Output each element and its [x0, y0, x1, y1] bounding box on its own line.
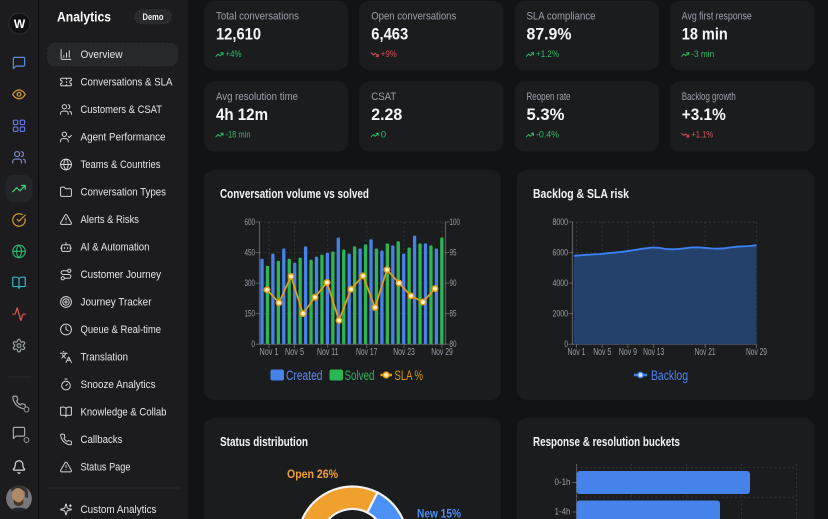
svg-text:4000: 4000 [553, 278, 569, 288]
svg-text:18 min: 18 min [682, 26, 728, 44]
svg-text:450: 450 [245, 248, 256, 258]
svg-text:300: 300 [245, 278, 256, 288]
svg-text:Alerts & Risks: Alerts & Risks [81, 214, 140, 226]
svg-text:Avg resolution time: Avg resolution time [216, 91, 298, 103]
svg-text:4h 12m: 4h 12m [216, 106, 268, 124]
svg-text:+9%: +9% [381, 49, 397, 60]
svg-text:W: W [14, 17, 26, 31]
svg-text:2.28: 2.28 [371, 106, 402, 124]
svg-text:Conversation Types: Conversation Types [81, 187, 167, 199]
svg-text:1-4h: 1-4h [555, 507, 571, 518]
svg-text:CSAT: CSAT [371, 91, 396, 103]
svg-text:Teams & Countries: Teams & Countries [81, 159, 161, 171]
svg-text:Nov 1: Nov 1 [568, 347, 586, 358]
svg-text:0: 0 [564, 339, 568, 349]
svg-text:Nov 5: Nov 5 [593, 347, 611, 358]
svg-text:Queue & Real-time: Queue & Real-time [81, 324, 162, 336]
svg-text:New 15%: New 15% [417, 507, 461, 519]
svg-text:Custom Analytics: Custom Analytics [81, 504, 157, 516]
svg-text:Nov 5: Nov 5 [285, 347, 304, 358]
svg-text:Solved: Solved [345, 368, 375, 383]
svg-text:Journey Tracker: Journey Tracker [81, 297, 152, 309]
svg-text:Backlog & SLA risk: Backlog & SLA risk [533, 186, 630, 201]
svg-text:Knowledge & Collab: Knowledge & Collab [81, 407, 167, 419]
svg-text:80: 80 [450, 339, 457, 349]
svg-text:-18 min: -18 min [226, 130, 251, 141]
svg-text:Customer Journey: Customer Journey [81, 269, 162, 281]
svg-text:Reopen rate: Reopen rate [527, 91, 571, 103]
svg-text:Nov 29: Nov 29 [431, 347, 453, 358]
svg-text:Avg first response: Avg first response [682, 11, 752, 23]
svg-text:Nov 29: Nov 29 [746, 347, 767, 358]
svg-text:Status Page: Status Page [81, 462, 131, 474]
svg-text:Created: Created [286, 368, 323, 383]
svg-text:600: 600 [245, 217, 256, 227]
svg-text:Response & resolution buckets: Response & resolution buckets [533, 434, 680, 449]
svg-text:Analytics: Analytics [57, 10, 111, 25]
svg-text:Nov 11: Nov 11 [317, 347, 339, 358]
svg-text:Customers & CSAT: Customers & CSAT [81, 104, 163, 116]
svg-text:95: 95 [450, 248, 457, 258]
svg-text:90: 90 [450, 278, 457, 288]
svg-text:Agent Performance: Agent Performance [81, 132, 166, 144]
svg-text:Snooze Analytics: Snooze Analytics [81, 379, 156, 391]
svg-text:-3 min: -3 min [691, 49, 714, 60]
svg-text:Callbacks: Callbacks [81, 434, 123, 446]
svg-text:0: 0 [381, 130, 387, 141]
svg-text:Status distribution: Status distribution [220, 434, 308, 449]
svg-text:Backlog: Backlog [651, 368, 688, 383]
svg-text:2000: 2000 [553, 309, 569, 319]
svg-text:8000: 8000 [553, 217, 569, 227]
svg-text:Nov 21: Nov 21 [695, 347, 716, 358]
svg-text:SLA %: SLA % [395, 368, 424, 383]
svg-text:6000: 6000 [553, 248, 569, 258]
svg-text:SLA compliance: SLA compliance [527, 11, 596, 23]
svg-text:100: 100 [450, 217, 461, 227]
svg-text:Demo: Demo [143, 12, 164, 22]
svg-text:Conversations & SLA: Conversations & SLA [81, 77, 174, 89]
svg-text:-0.4%: -0.4% [536, 130, 560, 141]
svg-text:5.3%: 5.3% [527, 106, 565, 124]
svg-text:85: 85 [450, 309, 457, 319]
svg-text:Nov 1: Nov 1 [260, 347, 279, 358]
svg-text:Nov 17: Nov 17 [356, 347, 378, 358]
svg-text:Backlog growth: Backlog growth [682, 91, 736, 103]
svg-text:+3.1%: +3.1% [682, 106, 726, 124]
svg-text:87.9%: 87.9% [527, 26, 572, 44]
svg-text:+4%: +4% [226, 49, 242, 60]
svg-text:0-1h: 0-1h [555, 477, 571, 488]
svg-text:+1.2%: +1.2% [536, 49, 559, 60]
svg-text:Total conversations: Total conversations [216, 11, 299, 23]
svg-text:Open conversations: Open conversations [371, 11, 456, 23]
svg-text:Translation: Translation [81, 352, 129, 364]
svg-text:Nov 23: Nov 23 [393, 347, 415, 358]
svg-text:Nov 9: Nov 9 [619, 347, 637, 358]
svg-text:150: 150 [245, 309, 256, 319]
svg-text:6,463: 6,463 [371, 26, 408, 44]
svg-text:Conversation volume vs solved: Conversation volume vs solved [220, 186, 369, 201]
svg-text:+1.1%: +1.1% [691, 130, 713, 141]
svg-text:Overview: Overview [81, 49, 123, 61]
svg-text:12,610: 12,610 [216, 26, 261, 44]
svg-text:0: 0 [251, 339, 255, 349]
svg-text:Nov 13: Nov 13 [643, 347, 664, 358]
svg-text:AI & Automation: AI & Automation [81, 242, 150, 254]
svg-text:Open 26%: Open 26% [287, 467, 338, 481]
